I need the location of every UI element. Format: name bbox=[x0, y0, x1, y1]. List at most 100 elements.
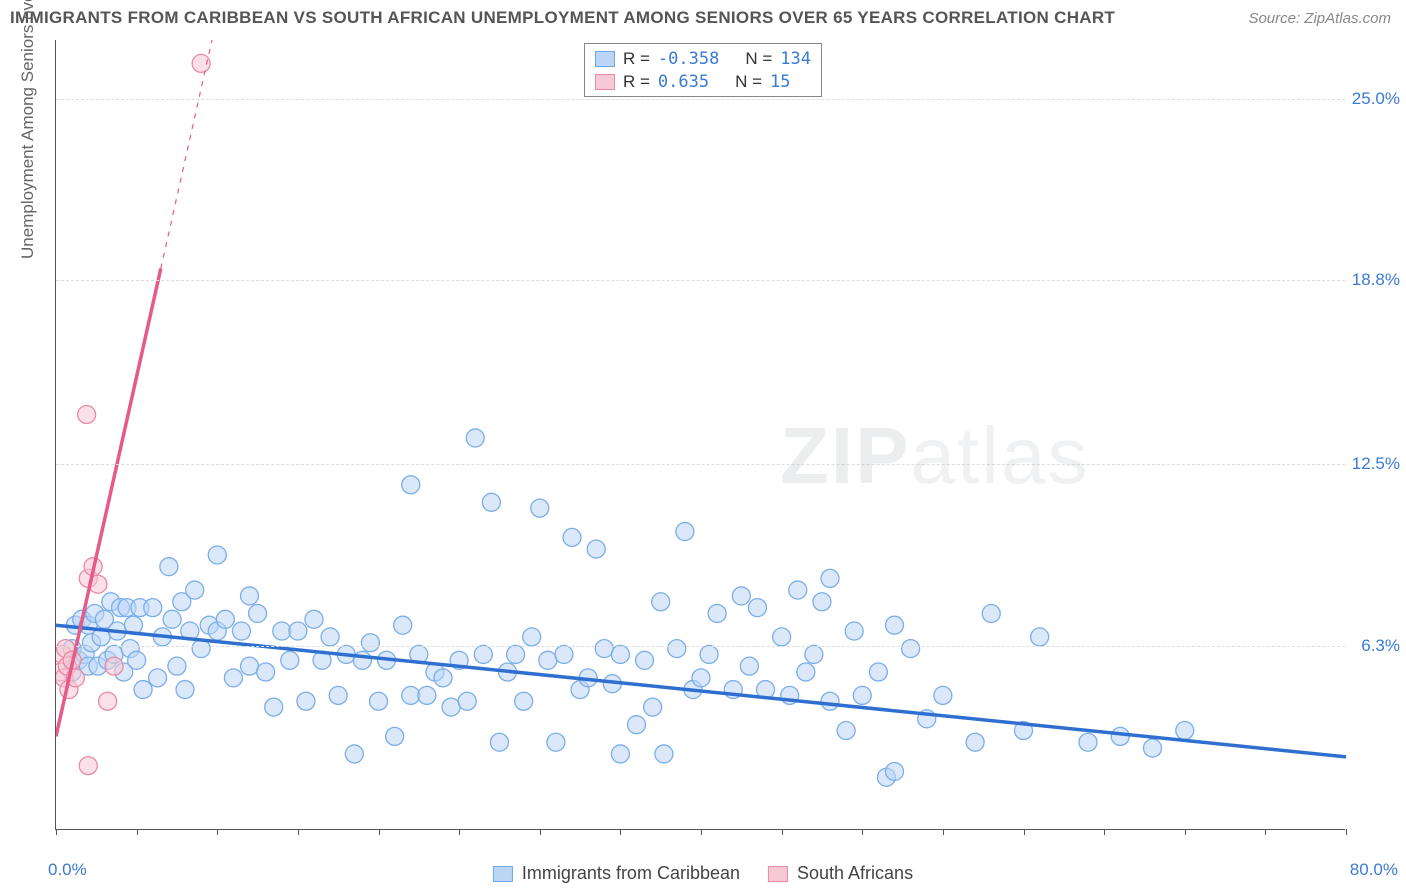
grid-line bbox=[56, 99, 1345, 100]
data-point bbox=[208, 546, 226, 564]
data-point bbox=[708, 604, 726, 622]
x-tick bbox=[1346, 829, 1347, 835]
data-point bbox=[418, 686, 436, 704]
data-point bbox=[289, 622, 307, 640]
x-tick bbox=[862, 829, 863, 835]
data-point bbox=[547, 733, 565, 751]
data-point bbox=[474, 645, 492, 663]
data-point bbox=[740, 657, 758, 675]
data-point bbox=[394, 616, 412, 634]
series-legend-item: Immigrants from Caribbean bbox=[493, 863, 740, 884]
x-tick bbox=[459, 829, 460, 835]
data-point bbox=[652, 593, 670, 611]
data-point bbox=[241, 587, 259, 605]
data-point bbox=[224, 669, 242, 687]
data-point bbox=[265, 698, 283, 716]
x-tick bbox=[540, 829, 541, 835]
data-point bbox=[869, 663, 887, 681]
data-point bbox=[748, 599, 766, 617]
data-point bbox=[902, 640, 920, 658]
data-point bbox=[353, 651, 371, 669]
data-point bbox=[982, 604, 1000, 622]
series-legend-label: South Africans bbox=[797, 863, 913, 884]
data-point bbox=[587, 540, 605, 558]
stat-label: N = bbox=[745, 48, 772, 71]
data-point bbox=[79, 757, 97, 775]
stat-n-value: 15 bbox=[770, 71, 790, 94]
data-point bbox=[628, 716, 646, 734]
data-point bbox=[668, 640, 686, 658]
data-point bbox=[160, 558, 178, 576]
data-point bbox=[105, 657, 123, 675]
x-tick bbox=[56, 829, 57, 835]
stat-label: N = bbox=[735, 71, 762, 94]
stats-legend-row: R =-0.358N =134 bbox=[595, 48, 811, 71]
plot-area: 6.3%12.5%18.8%25.0% bbox=[55, 40, 1345, 830]
data-point bbox=[676, 523, 694, 541]
data-point bbox=[1111, 727, 1129, 745]
data-point bbox=[305, 610, 323, 628]
series-legend-label: Immigrants from Caribbean bbox=[522, 863, 740, 884]
data-point bbox=[186, 581, 204, 599]
data-point bbox=[216, 610, 234, 628]
data-point bbox=[611, 645, 629, 663]
data-point bbox=[163, 610, 181, 628]
data-point bbox=[321, 628, 339, 646]
data-point bbox=[99, 692, 117, 710]
data-point bbox=[700, 645, 718, 663]
x-tick bbox=[1024, 829, 1025, 835]
data-point bbox=[797, 663, 815, 681]
legend-swatch bbox=[768, 866, 788, 882]
data-point bbox=[966, 733, 984, 751]
data-point bbox=[515, 692, 533, 710]
x-tick bbox=[1104, 829, 1105, 835]
legend-swatch bbox=[595, 51, 615, 67]
y-tick-label: 18.8% bbox=[1350, 270, 1400, 290]
data-point bbox=[595, 640, 613, 658]
stat-n-value: 134 bbox=[780, 48, 811, 71]
stat-label: R = bbox=[623, 48, 650, 71]
data-point bbox=[853, 686, 871, 704]
grid-line bbox=[56, 464, 1345, 465]
data-point bbox=[257, 663, 275, 681]
data-point bbox=[402, 686, 420, 704]
data-point bbox=[1031, 628, 1049, 646]
data-point bbox=[1144, 739, 1162, 757]
data-point bbox=[128, 651, 146, 669]
data-point bbox=[297, 692, 315, 710]
series-legend: Immigrants from Caribbean South Africans bbox=[493, 863, 913, 884]
data-point bbox=[78, 406, 96, 424]
x-tick bbox=[943, 829, 944, 835]
x-tick bbox=[782, 829, 783, 835]
data-point bbox=[636, 651, 654, 669]
legend-swatch bbox=[493, 866, 513, 882]
data-point bbox=[1079, 733, 1097, 751]
grid-line bbox=[56, 646, 1345, 647]
data-point bbox=[281, 651, 299, 669]
data-point bbox=[845, 622, 863, 640]
x-axis-max-label: 80.0% bbox=[1350, 860, 1398, 880]
x-tick bbox=[137, 829, 138, 835]
data-point bbox=[821, 569, 839, 587]
data-point bbox=[555, 645, 573, 663]
data-point bbox=[821, 692, 839, 710]
data-point bbox=[232, 622, 250, 640]
data-point bbox=[482, 493, 500, 511]
data-point bbox=[692, 669, 710, 687]
series-legend-item: South Africans bbox=[768, 863, 913, 884]
y-tick-label: 12.5% bbox=[1350, 454, 1400, 474]
data-point bbox=[539, 651, 557, 669]
data-point bbox=[434, 669, 452, 687]
data-point bbox=[249, 604, 267, 622]
data-point bbox=[144, 599, 162, 617]
data-point bbox=[442, 698, 460, 716]
x-tick bbox=[379, 829, 380, 835]
chart-title: IMMIGRANTS FROM CARIBBEAN VS SOUTH AFRIC… bbox=[10, 8, 1115, 28]
data-point bbox=[361, 634, 379, 652]
data-point bbox=[934, 686, 952, 704]
data-point bbox=[655, 745, 673, 763]
data-point bbox=[644, 698, 662, 716]
y-tick-label: 6.3% bbox=[1350, 636, 1400, 656]
data-point bbox=[611, 745, 629, 763]
data-point bbox=[523, 628, 541, 646]
